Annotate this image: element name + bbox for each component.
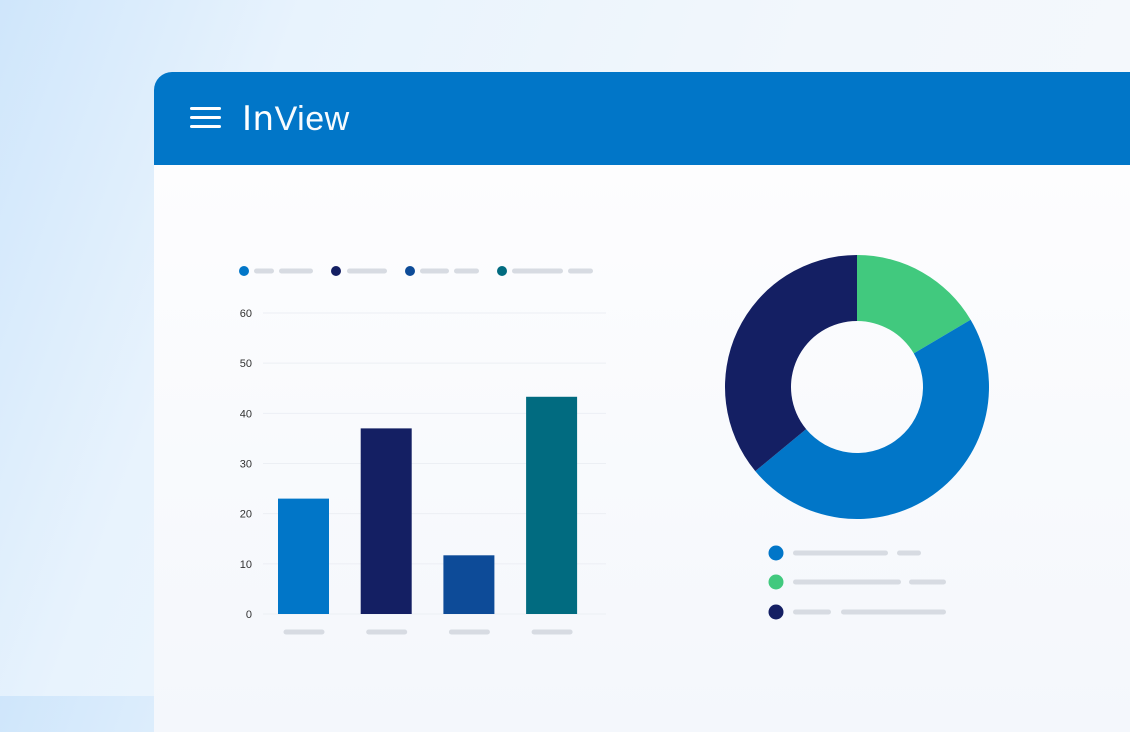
hamburger-menu-icon[interactable] <box>190 107 222 131</box>
bar-chart-y-axis: 0 10 20 30 40 50 60 <box>240 308 252 621</box>
app-header: InView <box>154 72 1130 165</box>
legend-label-placeholder <box>454 268 479 274</box>
x-tick-label-placeholder <box>366 629 408 635</box>
brand-bold: In <box>242 99 275 139</box>
legend-label-placeholder <box>793 550 888 556</box>
bar <box>443 555 495 614</box>
legend-label-placeholder <box>841 609 946 615</box>
donut-chart-legend <box>768 545 946 620</box>
bar <box>278 498 329 614</box>
bar-chart-bars <box>278 396 578 614</box>
app-logo: InView <box>242 99 350 139</box>
bar <box>526 396 578 614</box>
bar-chart-legend <box>239 266 593 276</box>
legend-swatch <box>768 545 784 561</box>
x-tick-label-placeholder <box>448 629 490 635</box>
legend-label-placeholder <box>897 550 921 556</box>
legend-label-placeholder <box>909 579 946 585</box>
donut-slice <box>755 319 989 519</box>
legend-label-placeholder <box>420 268 449 274</box>
legend-swatch <box>768 574 784 590</box>
legend-label-placeholder <box>793 579 901 585</box>
charts-layer: 0 10 20 30 40 50 60 <box>239 255 989 635</box>
legend-label-placeholder <box>568 268 593 274</box>
legend-swatch <box>239 266 249 276</box>
x-tick-label-placeholder <box>531 629 573 635</box>
y-tick-label: 60 <box>240 308 252 320</box>
legend-swatch <box>497 266 507 276</box>
y-tick-label: 20 <box>240 509 252 521</box>
legend-swatch <box>331 266 341 276</box>
legend-label-placeholder <box>512 268 563 274</box>
donut-chart <box>725 255 989 519</box>
donut-slice <box>725 255 857 472</box>
legend-label-placeholder <box>279 268 313 274</box>
y-tick-label: 50 <box>240 358 252 370</box>
bar-chart-x-axis <box>283 629 573 635</box>
y-tick-label: 40 <box>240 408 252 420</box>
legend-swatch <box>405 266 415 276</box>
legend-swatch <box>768 604 784 620</box>
legend-label-placeholder <box>254 268 274 274</box>
donut-slice <box>857 255 971 354</box>
y-tick-label: 10 <box>240 559 252 571</box>
legend-label-placeholder <box>793 609 831 615</box>
y-tick-label: 0 <box>246 609 252 621</box>
x-tick-label-placeholder <box>283 629 325 635</box>
y-tick-label: 30 <box>240 459 252 471</box>
bar <box>360 428 412 614</box>
brand-light: View <box>274 100 350 138</box>
legend-label-placeholder <box>347 268 387 274</box>
